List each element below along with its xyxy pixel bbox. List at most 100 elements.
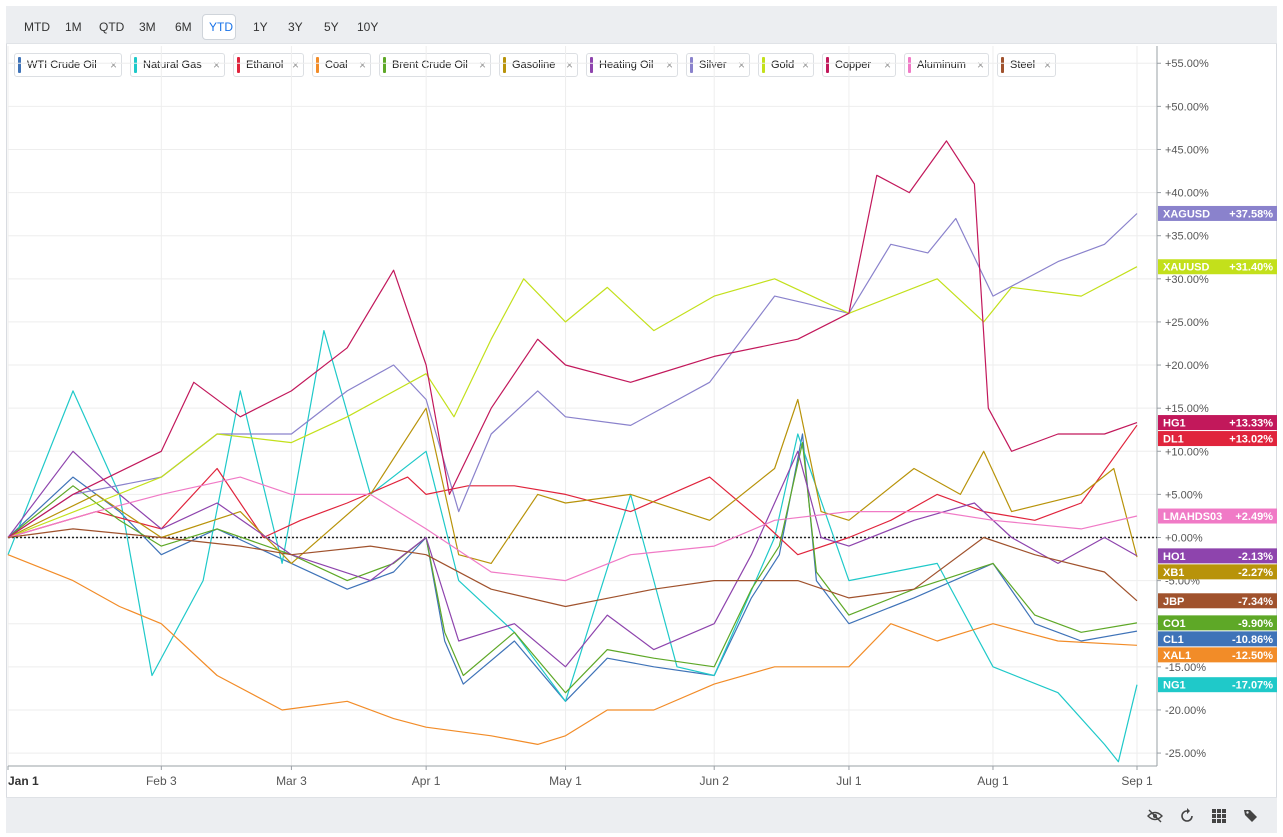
x-tick-label: Feb 3 [146,774,177,788]
close-icon[interactable]: × [358,58,366,72]
legend-label: Steel [1010,59,1036,71]
grid-icon[interactable] [1211,808,1227,824]
value-tag-ticker: LMAHDS03 [1163,511,1222,523]
timeframe-1m-button[interactable]: 1M [65,20,82,34]
legend-swatch [134,57,137,73]
legend-chip-coal[interactable]: Coal × [312,53,371,77]
refresh-icon[interactable] [1179,808,1195,824]
legend-chip-steel[interactable]: Steel × [997,53,1056,77]
value-tag-ticker: NG1 [1163,680,1186,692]
legend-chip-gold[interactable]: Gold × [758,53,814,77]
close-icon[interactable]: × [801,58,809,72]
series-line-jbp [7,528,1138,608]
value-tag-bg [1158,631,1277,647]
value-tag-value: +13.02% [1229,434,1273,446]
series-line-xauusd [7,266,1138,539]
x-tick-label: Jul 1 [836,774,862,788]
timeframe-1y-button[interactable]: 1Y [253,20,268,34]
close-icon[interactable]: × [212,58,220,72]
series-line-xb1 [7,398,1138,564]
timeframe-mtd-button[interactable]: MTD [24,20,50,34]
legend-chip-aluminum[interactable]: Aluminum × [904,53,989,77]
legend-swatch [237,57,240,73]
value-tag-ho1: HO1 -2.13% [1158,548,1277,564]
timeframe-10y-button[interactable]: 10Y [357,20,379,34]
value-tag-value: -9.90% [1238,618,1273,630]
value-tag-value: -2.27% [1238,567,1273,579]
close-icon[interactable]: × [665,58,673,72]
value-tag-dl1: DL1 +13.02% [1158,431,1277,447]
close-icon[interactable]: × [109,58,117,72]
legend-swatch [690,57,693,73]
y-tick-label: +5.00% [1165,489,1203,501]
value-tag-bg [1158,564,1277,580]
value-tag-bg [1158,259,1277,275]
value-tag-bg [1158,415,1277,431]
hide-icon[interactable] [1147,808,1163,824]
y-tick-label: +25.00% [1165,317,1209,329]
legend-swatch [590,57,593,73]
legend-swatch [503,57,506,73]
legend-chip-heating-oil[interactable]: Heating Oil × [586,53,678,77]
value-tag-ticker: XB1 [1163,567,1184,579]
value-tag-value: -12.50% [1232,650,1273,662]
legend-chip-gasoline[interactable]: Gasoline × [499,53,578,77]
value-tag-ticker: CO1 [1163,618,1186,630]
value-tag-bg [1158,593,1277,609]
value-tag-ticker: HO1 [1163,551,1186,563]
timeframe-5y-button[interactable]: 5Y [324,20,339,34]
value-tag-jbp: JBP -7.34% [1158,593,1277,609]
legend-label: Silver [699,59,727,71]
close-icon[interactable]: × [883,58,891,72]
close-icon[interactable]: × [1043,58,1051,72]
legend-label: Gasoline [512,59,556,71]
legend-chip-natural-gas[interactable]: Natural Gas × [130,53,225,77]
x-tick-label: Apr 1 [412,774,441,788]
value-tag-value: +2.49% [1235,511,1273,523]
value-tag-co1: CO1 -9.90% [1158,615,1277,631]
value-tag-bg [1158,677,1277,693]
value-tag-value: +13.33% [1229,418,1273,430]
timeframe-qtd-button[interactable]: QTD [99,20,125,34]
y-tick-label: -15.00% [1165,662,1206,674]
timeframe-3m-button[interactable]: 3M [139,20,156,34]
legend-swatch [826,57,829,73]
legend-swatch [1001,57,1004,73]
legend-label: Ethanol [246,59,284,71]
legend-chip-brent-crude-oil[interactable]: Brent Crude Oil × [379,53,491,77]
legend-chip-ethanol[interactable]: Ethanol × [233,53,304,77]
y-tick-label: +45.00% [1165,144,1209,156]
legend-label: Gold [771,59,795,71]
legend-swatch [18,57,21,73]
value-tag-bg [1158,615,1277,631]
legend-label: Copper [835,59,872,71]
value-tag-bg [1158,431,1277,447]
close-icon[interactable]: × [291,58,299,72]
value-tag-value: +37.58% [1229,208,1273,220]
close-icon[interactable]: × [478,58,486,72]
timeframe-6m-button[interactable]: 6M [175,20,192,34]
legend-chip-wti-crude-oil[interactable]: WTI Crude Oil × [14,53,122,77]
timeframe-3y-button[interactable]: 3Y [288,20,303,34]
value-tag-ticker: CL1 [1163,634,1184,646]
close-icon[interactable]: × [976,58,984,72]
legend-label: Aluminum [917,59,966,71]
series-line-co1 [7,442,1138,694]
value-tag-value: -17.07% [1232,680,1273,692]
legend-label: Brent Crude Oil [392,59,468,71]
timeframe-ytd-button[interactable]: YTD [202,14,236,40]
x-tick-label: Sep 1 [1121,774,1153,788]
close-icon[interactable]: × [565,58,573,72]
legend-chip-silver[interactable]: Silver × [686,53,750,77]
x-tick-label: Jan 1 [8,774,39,788]
tags-icon[interactable] [1243,808,1259,824]
legend-swatch [762,57,765,73]
x-tick-label: Jun 2 [700,774,730,788]
value-tag-ticker: XAGUSD [1163,208,1210,220]
x-tick-label: May 1 [549,774,582,788]
close-icon[interactable]: × [737,58,745,72]
legend-chip-copper[interactable]: Copper × [822,53,896,77]
legend-swatch [383,57,386,73]
y-tick-label: +40.00% [1165,188,1209,200]
